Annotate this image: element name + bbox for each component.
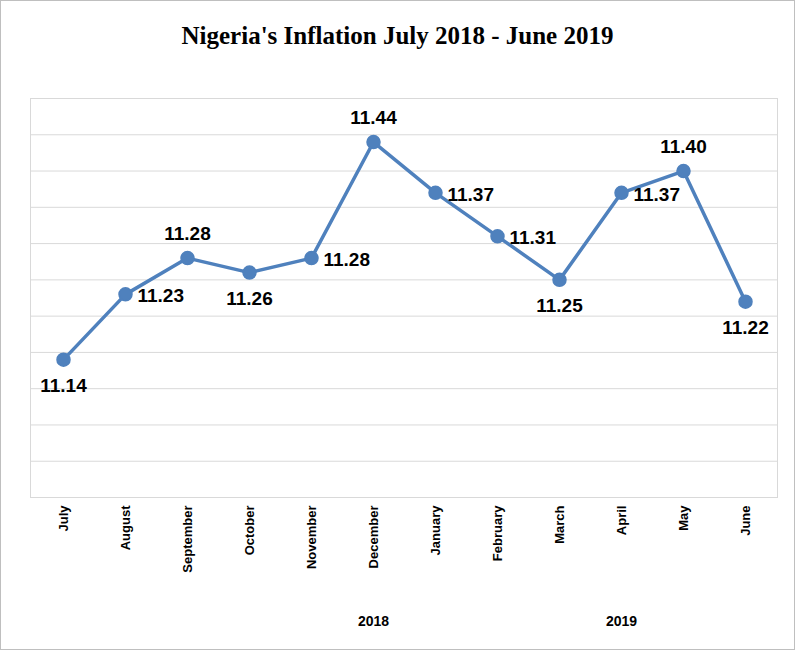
- svg-text:October: October: [242, 506, 257, 556]
- svg-text:11.37: 11.37: [448, 184, 495, 205]
- svg-text:April: April: [614, 506, 629, 536]
- svg-text:11.44: 11.44: [350, 107, 397, 128]
- svg-text:11.28: 11.28: [324, 249, 371, 270]
- svg-text:11.26: 11.26: [226, 288, 273, 309]
- svg-text:January: January: [428, 505, 443, 556]
- svg-text:11.37: 11.37: [634, 184, 681, 205]
- svg-text:November: November: [304, 506, 319, 570]
- svg-text:11.25: 11.25: [536, 295, 583, 316]
- svg-text:11.14: 11.14: [40, 375, 87, 396]
- svg-text:August: August: [118, 505, 133, 550]
- svg-text:11.22: 11.22: [722, 317, 769, 338]
- svg-text:September: September: [180, 506, 195, 573]
- svg-text:July: July: [56, 505, 71, 532]
- svg-text:March: March: [552, 505, 567, 543]
- svg-text:11.31: 11.31: [510, 227, 557, 248]
- svg-text:February: February: [490, 505, 505, 561]
- svg-text:11.28: 11.28: [164, 223, 211, 244]
- svg-text:December: December: [366, 506, 381, 569]
- html-text:Nigeria's Inflation July 2018: Nigeria's Inflation July 2018 - June 201…: [181, 22, 614, 49]
- svg-text:11.23: 11.23: [138, 285, 185, 306]
- svg-text:June: June: [738, 506, 753, 536]
- svg-text:2018: 2018: [358, 613, 389, 629]
- svg-text:11.40: 11.40: [660, 136, 707, 157]
- svg-text:2019: 2019: [606, 613, 637, 629]
- svg-text:May: May: [676, 505, 691, 531]
